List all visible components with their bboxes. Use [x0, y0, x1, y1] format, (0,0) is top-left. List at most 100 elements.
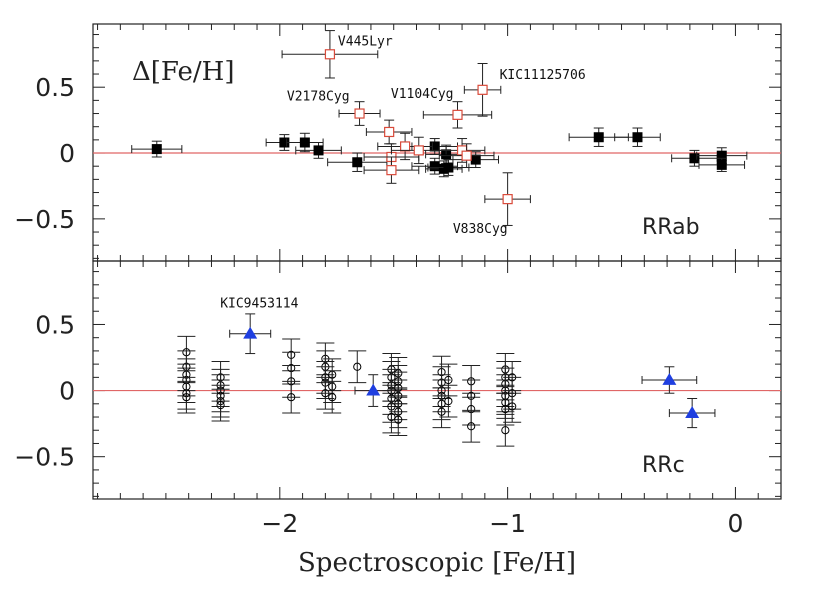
data-point	[382, 400, 401, 434]
y-tick-label: −0.5	[14, 443, 75, 472]
filled-square-marker	[299, 137, 310, 148]
annotation-label: V445Lyr	[338, 34, 393, 49]
filled-square-marker	[716, 159, 727, 170]
filled-square-marker	[429, 141, 440, 152]
y-tick-label: 0.5	[35, 310, 75, 339]
open-circle-marker	[467, 422, 476, 431]
filled-square-marker	[313, 145, 324, 156]
data-point	[295, 142, 342, 159]
data-point	[614, 127, 661, 147]
data-point	[282, 380, 301, 414]
filled-square-marker	[429, 161, 440, 172]
rrc-panel-frame	[92, 260, 782, 500]
filled-square-marker	[593, 132, 604, 143]
x-tick-label: −1	[489, 509, 526, 538]
open-circle-marker	[437, 407, 446, 416]
open-circle-marker	[444, 375, 453, 385]
x-tick-label: 0	[727, 509, 743, 538]
y-tick-label: 0.5	[35, 73, 75, 102]
panel-label-rrc: RRc	[642, 453, 685, 478]
filled-square-marker	[151, 144, 162, 155]
open-square-marker	[502, 194, 513, 205]
triangle-marker	[662, 373, 677, 385]
open-square-marker	[413, 145, 424, 156]
data-point	[323, 380, 342, 414]
data-point	[177, 380, 196, 414]
open-square-marker	[400, 141, 411, 152]
open-circle-marker	[501, 426, 510, 435]
open-circle-marker	[444, 397, 453, 406]
open-circle-marker	[508, 402, 517, 411]
data-point	[463, 63, 502, 117]
open-square-marker	[386, 165, 397, 176]
panel-label-rrab: RRab	[642, 215, 700, 240]
annotation-label: V838Cyg	[453, 222, 508, 237]
annotation-label: KIC9453114	[220, 297, 298, 312]
axis-ticks: 0.5 0 −0.5 0.5 0 −0.5 −2 −1 0	[14, 24, 782, 538]
data-point	[484, 172, 531, 226]
open-square-marker	[384, 126, 395, 138]
data-point	[229, 313, 272, 355]
data-point	[503, 390, 522, 423]
zero-reference-lines	[93, 152, 781, 392]
y-tick-label: 0	[59, 377, 75, 406]
y-axis-label: Δ[Fe/H]	[132, 57, 235, 87]
filled-square-marker	[352, 157, 363, 168]
data-point	[668, 398, 716, 429]
open-circle-marker	[321, 389, 330, 398]
filled-square-marker	[279, 137, 290, 148]
open-square-marker	[354, 108, 365, 119]
data-point	[338, 101, 381, 126]
data-point	[389, 403, 408, 437]
annotation-label: V2178Cyg	[287, 90, 350, 105]
open-circle-marker	[387, 412, 396, 422]
open-square-marker	[461, 150, 472, 161]
filled-square-marker	[689, 153, 700, 164]
data-point	[641, 366, 698, 394]
y-tick-label: 0	[59, 139, 75, 168]
open-circle-marker	[287, 393, 296, 402]
triangle-marker	[366, 383, 381, 396]
data-point	[496, 413, 515, 447]
data-point	[211, 388, 230, 422]
open-circle-marker	[353, 362, 362, 371]
data-point	[432, 395, 451, 429]
open-circle-marker	[328, 393, 337, 402]
data-point	[377, 132, 433, 161]
data-point	[390, 136, 447, 165]
open-circle-marker	[394, 415, 403, 424]
x-tick-label: −2	[261, 509, 298, 538]
data-point	[131, 140, 183, 158]
data-point	[439, 384, 458, 418]
open-circle-marker	[216, 401, 225, 410]
data-point	[422, 101, 493, 129]
data-point	[316, 376, 335, 410]
filled-square-marker	[716, 150, 727, 161]
data-point	[363, 156, 420, 184]
filled-square-marker	[470, 154, 481, 165]
open-circle-marker	[182, 393, 191, 402]
data-point	[671, 149, 718, 167]
data-point	[698, 157, 746, 172]
data-point	[348, 350, 367, 384]
open-square-marker	[452, 109, 463, 120]
filled-square-marker	[632, 132, 643, 143]
open-square-marker	[477, 84, 488, 95]
annotation-label: KIC11125706	[500, 68, 586, 83]
triangle-marker	[243, 326, 258, 339]
data-point	[354, 374, 392, 407]
data-point	[438, 143, 495, 169]
triangle-marker	[685, 406, 700, 418]
open-square-marker	[324, 49, 336, 60]
y-tick-label: −0.5	[14, 205, 75, 234]
data-point	[327, 152, 388, 172]
annotations: V445Lyr V2178Cyg V1104Cyg KIC11125706 V838Cy…	[220, 34, 585, 311]
data-point	[462, 409, 481, 443]
data-point	[281, 30, 379, 79]
data-point	[452, 151, 500, 169]
annotation-label: V1104Cyg	[391, 87, 454, 102]
data-points	[131, 30, 748, 447]
filled-square-marker	[443, 162, 454, 173]
x-axis-title: Spectroscopic [Fe/H]	[298, 548, 576, 578]
